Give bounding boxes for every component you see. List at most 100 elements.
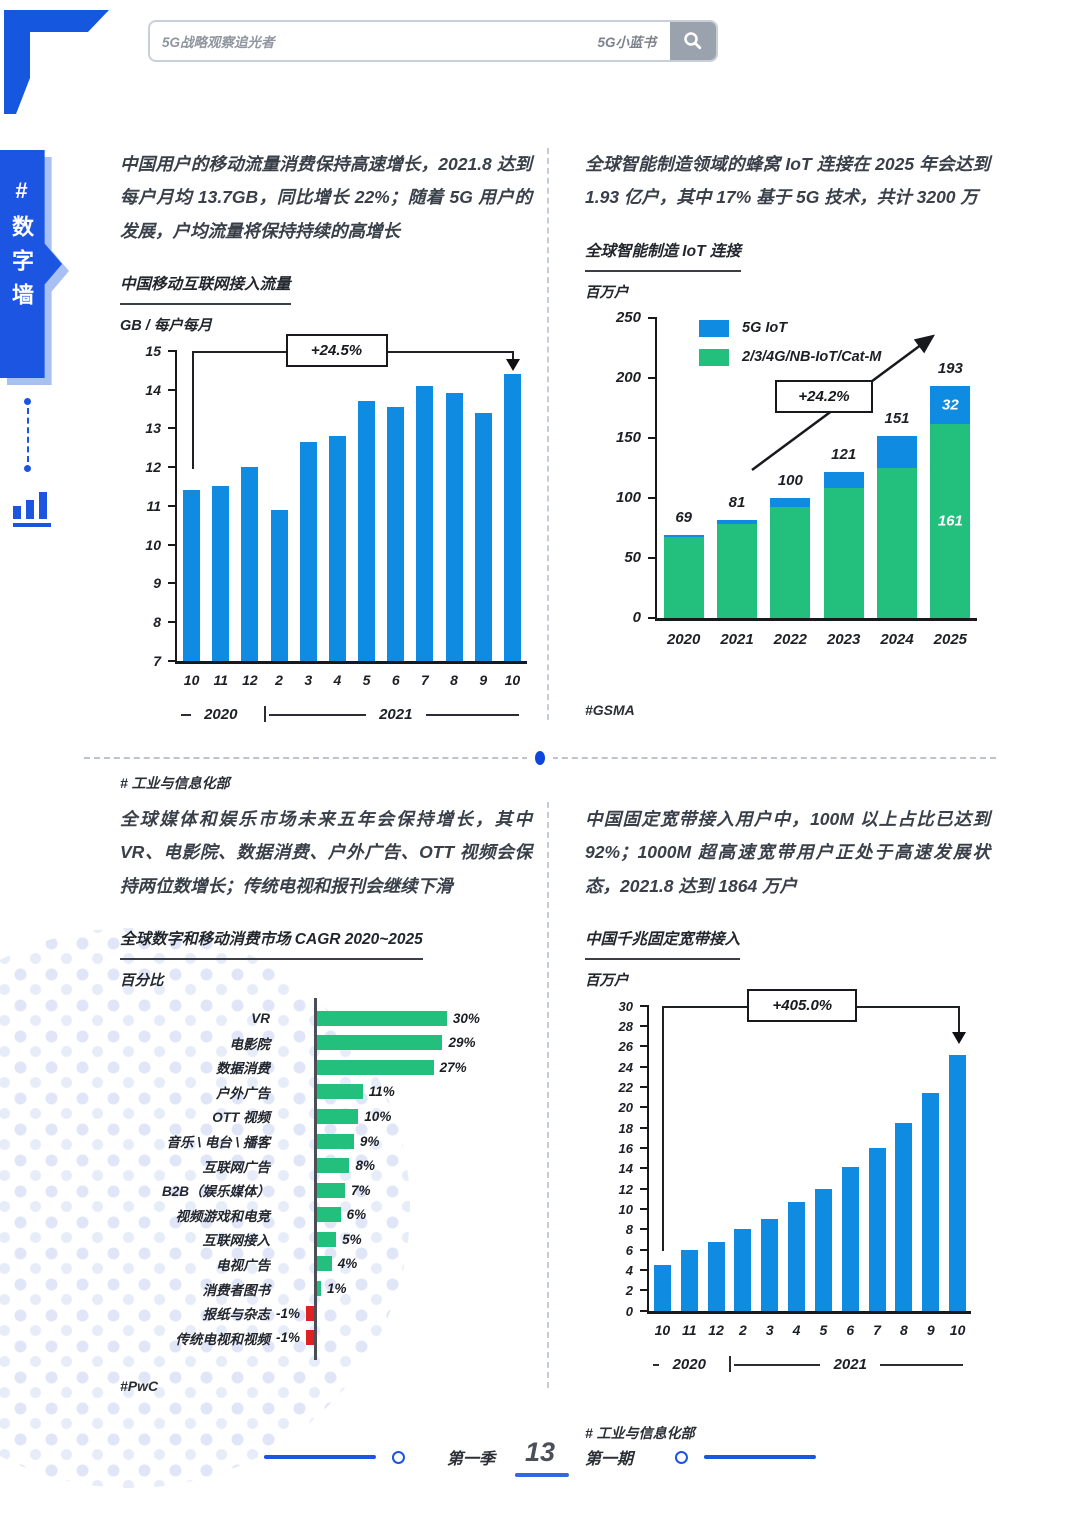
y-tick-mark: [648, 556, 657, 559]
y-tick-mark: [640, 1147, 649, 1150]
inside-label-blue: 32: [941, 396, 959, 414]
chart-legend: 5G IoT 2/3/4G/NB-IoT/Cat-M: [699, 319, 882, 366]
annotation-label: +24.2%: [775, 379, 873, 413]
y-tick-mark: [640, 1309, 649, 1312]
bar: [680, 1249, 698, 1311]
category-label: 视频游戏和电竞: [175, 1208, 271, 1224]
positive-zone: 5%: [314, 1231, 532, 1247]
hbar-bar: [314, 1207, 341, 1223]
plot-area: 0 50 100 150 200 250 69 2020 81 2021 100 2022 121 202…: [616, 310, 977, 648]
value-label: 4%: [337, 1256, 358, 1272]
hbar-row: 互联网接入 5%: [120, 1227, 532, 1252]
y-tick-mark: [640, 1086, 649, 1089]
legend-swatch: [699, 348, 729, 366]
y-tick-mark: [168, 659, 177, 662]
y-tick-label: 30: [618, 998, 633, 1014]
stacked-bar-5g: [877, 436, 917, 468]
bar: [387, 406, 405, 661]
search-button[interactable]: [670, 22, 716, 60]
y-tick-mark: [648, 616, 657, 619]
corner-decoration: [4, 10, 109, 114]
y-tick-label: 28: [618, 1019, 633, 1035]
legend-row: 5G IoT: [699, 319, 881, 337]
x-tick-label: 3: [304, 671, 313, 688]
category-label: 电视广告: [216, 1257, 270, 1273]
hbar-row: 报纸与杂志 -1%: [120, 1301, 532, 1326]
positive-zone: 11%: [314, 1084, 532, 1100]
year-line: [733, 1363, 821, 1366]
connector-dot-bottom: [24, 465, 31, 472]
bar: [503, 374, 521, 661]
value-label: 9%: [359, 1133, 380, 1149]
paragraph: 全球智能制造领域的蜂窝 IoT 连接在 2025 年会达到 1.93 亿户，其中…: [585, 154, 990, 208]
search-input[interactable]: [150, 33, 598, 49]
y-tick-label: 10: [145, 536, 161, 553]
x-tick-label: 2023: [826, 630, 861, 648]
y-tick-label: 7: [153, 652, 161, 669]
legend-label: 2/3/4G/NB-IoT/Cat-M: [742, 349, 882, 365]
bar: [949, 1054, 967, 1311]
category-label: 互联网广告: [202, 1159, 271, 1175]
x-tick-label: 3: [765, 1321, 774, 1338]
hbar-row: 电影院 29%: [120, 1030, 532, 1055]
vertical-divider-top: [547, 148, 549, 720]
dashed-connector: [24, 398, 31, 472]
hbar-bar: [314, 1158, 350, 1174]
positive-zone: 6%: [314, 1207, 532, 1223]
x-tick-label: 5: [362, 671, 371, 688]
hbar-bar: [314, 1059, 434, 1075]
value-label: 27%: [439, 1059, 467, 1075]
y-tick-mark: [168, 466, 177, 468]
stacked-bar-5g: [930, 385, 971, 425]
source-label: # 工业与信息化部: [585, 1424, 695, 1441]
y-tick-mark: [168, 427, 177, 430]
quadrant-gigabit-broadband: 中国固定宽带接入用户中，100M 以上占比已达到 92%；1000M 超高速宽带…: [585, 803, 990, 1443]
value-label: 30%: [452, 1010, 480, 1026]
y-tick-mark: [648, 316, 657, 319]
bar-chart-icon: [13, 492, 51, 527]
y-tick-mark: [640, 1065, 649, 1068]
year-divider: [728, 1355, 731, 1372]
paragraph: 全球媒体和娱乐市场未来五年会保持增长，其中 VR、电影院、数据消费、户外广告、O…: [120, 809, 532, 896]
search-bar[interactable]: 5G小蓝书: [148, 20, 718, 62]
annotation-bracket-right: [512, 350, 515, 359]
legend-swatch: [699, 319, 729, 337]
negative-zone: -1%: [270, 1305, 314, 1321]
source-label: #GSMA: [585, 701, 635, 718]
y-tick-mark: [648, 376, 657, 379]
footer-line-right: [704, 1455, 817, 1459]
hbar-bar-negative: [306, 1330, 314, 1346]
stacked-bar-legacy: [717, 523, 757, 618]
category-label: 电影院: [229, 1036, 271, 1052]
bar: [183, 490, 201, 661]
y-tick-label: 12: [618, 1181, 633, 1197]
x-tick-label: 2: [275, 671, 283, 688]
hbar-bar: [314, 1231, 337, 1247]
year-line: [880, 1363, 963, 1366]
value-label: 11%: [368, 1084, 395, 1100]
value-label: 29%: [448, 1035, 476, 1051]
stacked-bar-legacy: [877, 467, 917, 618]
annotation-bracket-left: [191, 350, 194, 469]
y-tick-mark: [168, 582, 177, 585]
x-tick-label: 11: [681, 1321, 697, 1338]
y-tick-mark: [640, 1208, 649, 1211]
chart-header: 全球智能制造 IoT 连接 百万户: [585, 239, 990, 302]
hbar-row: 视频游戏和电竞 6%: [120, 1203, 532, 1228]
hbar-bar: [314, 1084, 363, 1100]
y-tick-mark: [648, 496, 657, 499]
y-tick-label: 24: [618, 1059, 633, 1075]
x-tick-label: 6: [391, 671, 400, 688]
y-tick-mark: [640, 1106, 649, 1109]
total-label: 100: [777, 471, 803, 489]
y-tick-mark: [640, 1248, 649, 1251]
bar: [653, 1265, 671, 1311]
y-tick-label: 18: [618, 1120, 633, 1136]
value-label: -1%: [276, 1330, 301, 1346]
y-tick-label: 100: [615, 488, 641, 506]
x-tick-label: 2020: [666, 630, 701, 648]
chart-unit: GB / 每户每月: [120, 317, 212, 334]
annotation-arrowhead-icon: [951, 1031, 966, 1044]
x-tick-label: 2022: [773, 630, 808, 648]
section-banner-label: #数字墙: [9, 178, 34, 317]
